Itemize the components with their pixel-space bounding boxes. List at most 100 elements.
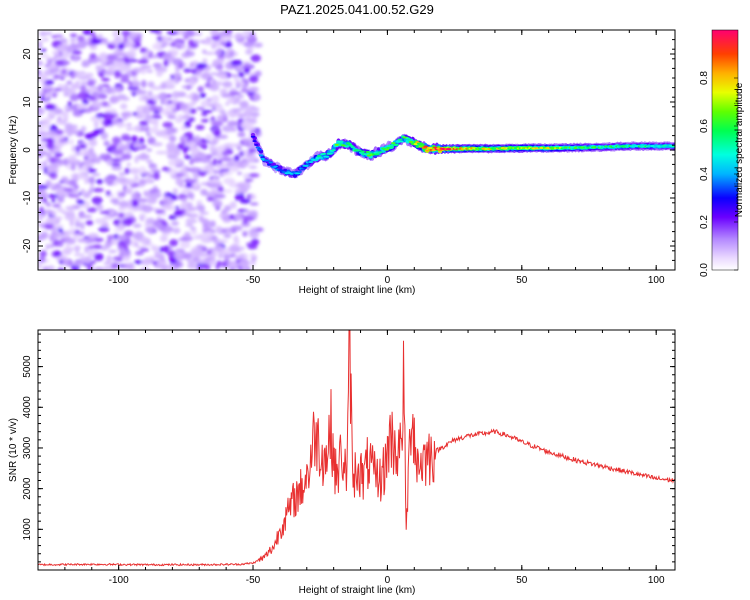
noise-blob [157,224,167,232]
ridge-cell [415,141,420,144]
noise-blob [131,92,137,97]
noise-blob [222,81,233,88]
noise-blob [84,245,89,254]
noise-blob [223,253,231,261]
ridge-cell [328,152,333,155]
ridge-cell [384,148,390,151]
noise-blob [197,166,209,172]
noise-blob [240,88,250,93]
noise-blob [190,147,200,152]
noise-blob [144,223,149,227]
noise-blob [190,157,202,163]
noise-blob [62,210,67,215]
noise-blob [86,87,97,92]
noise-blob [141,79,147,88]
noise-blob [188,77,193,82]
noise-blob [103,88,115,93]
noise-blob [103,261,112,266]
ridge-cell [350,146,356,149]
x-tick-label: -100 [109,275,129,286]
noise-blob [64,123,74,131]
ridge-cell [337,142,343,145]
noise-blob [192,39,200,45]
ridge-cell [266,163,272,166]
ridge-cell [437,149,443,152]
noise-blob [171,90,180,99]
noise-blob [86,80,95,87]
noise-blob [63,236,72,243]
noise-blob [160,129,168,133]
noise-blob [224,41,233,48]
noise-blob [233,254,244,258]
noise-blob [80,221,85,230]
noise-blob [202,220,214,229]
noise-blob [250,238,260,246]
noise-blob [61,111,69,119]
ridge-cell [289,172,294,175]
colorbar-title: Normalized spectral amplitude [734,82,745,217]
noise-blob [138,95,145,102]
noise-blob [152,94,159,102]
noise-blob [67,101,72,108]
noise-blob [188,141,196,150]
noise-blob [244,78,249,86]
noise-blob [242,231,248,237]
noise-blob [243,35,255,40]
noise-blob [200,188,208,196]
noise-blob [117,244,124,250]
noise-blob [93,252,104,261]
noise-blob [243,41,255,48]
noise-blob [160,204,172,210]
noise-blob [242,173,250,179]
x-tick-label: 0 [385,275,391,286]
noise-blob [63,230,72,237]
ridge-cell [250,135,256,138]
noise-blob [69,227,77,233]
noise-blob [73,217,81,223]
noise-blob [201,109,213,114]
noise-blob [72,110,83,117]
noise-blob [202,58,208,64]
colorbar-gradient [712,30,738,270]
noise-blob [90,152,97,158]
noise-blob [243,137,248,146]
noise-blob [156,94,166,99]
noise-blob [248,75,259,83]
noise-blob [127,123,132,127]
noise-blob [49,124,58,133]
noise-blob [148,119,160,125]
colorbar-tick-label: 0.0 [699,263,710,277]
noise-blob [38,60,44,67]
noise-blob [177,76,183,81]
noise-blob [69,38,77,42]
noise-blob [182,252,192,260]
noise-blob [247,244,258,250]
noise-blob [56,135,66,140]
noise-blob [146,197,158,205]
noise-blob [161,35,169,43]
noise-blob [228,110,234,119]
noise-blob [95,65,103,72]
noise-blob [139,127,147,132]
noise-blob [139,247,150,252]
noise-blob [130,33,136,38]
noise-blob [243,149,249,156]
ridge-cell [360,150,365,153]
snr-x-axis-title: Height of straight line (km) [299,585,416,596]
noise-blob [109,95,121,103]
noise-blob [209,30,220,37]
ridge-cell [255,146,261,149]
noise-blob [169,135,177,143]
noise-blob [239,198,251,204]
ridge-cell [336,140,341,143]
noise-blob [124,237,132,246]
noise-blob [230,225,243,232]
noise-blob [218,37,228,43]
noise-blob [89,52,97,60]
noise-blob [56,159,68,165]
y-tick-label: 5000 [22,355,33,378]
noise-blob [107,67,115,72]
noise-blob [183,154,192,160]
noise-blob [39,123,50,131]
noise-blob [134,242,139,247]
